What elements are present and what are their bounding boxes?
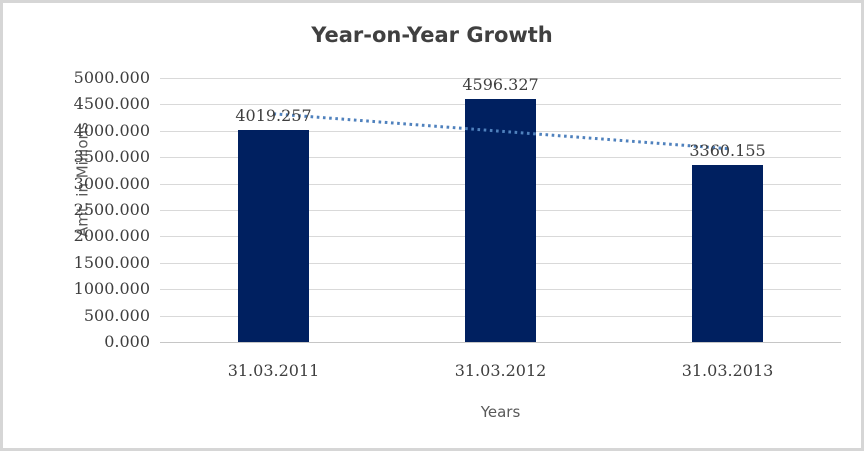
y-tick-label: 1500.000 xyxy=(73,252,150,272)
chart-title: Year-on-Year Growth xyxy=(311,23,553,47)
x-category-label: 31.03.2013 xyxy=(681,361,774,380)
x-axis-title: Years xyxy=(480,403,521,421)
bar-value-label: 3360.155 xyxy=(689,140,766,160)
plot-area: 4019.257 4596.327 3360.155 xyxy=(160,75,841,343)
y-tick-label: 4500.000 xyxy=(73,94,150,114)
bar-31.03.2013 xyxy=(692,164,763,342)
x-axis-category-labels: 31.03.2011 31.03.2012 31.03.2013 xyxy=(160,361,841,383)
bar-value-label: 4019.257 xyxy=(235,105,312,125)
y-tick-label: 0.000 xyxy=(104,332,150,351)
x-category-label: 31.03.2011 xyxy=(227,361,320,380)
bar-value-label: 4596.327 xyxy=(462,75,539,95)
y-tick-label: 4000.000 xyxy=(73,120,150,140)
y-tick-label: 500.000 xyxy=(83,305,150,325)
x-axis-line xyxy=(160,342,841,343)
y-tick-label: 3000.000 xyxy=(73,173,150,193)
y-tick-label: 2500.000 xyxy=(73,200,150,219)
trendline xyxy=(273,112,728,151)
y-tick-label: 2000.000 xyxy=(73,226,150,246)
y-tick-label: 5000.000 xyxy=(73,68,150,87)
y-tick-label: 1000.000 xyxy=(73,279,150,299)
bar-31.03.2011 xyxy=(238,129,309,342)
x-category-label: 31.03.2012 xyxy=(454,361,547,380)
bar-31.03.2012 xyxy=(465,99,536,342)
y-tick-label: 3500.000 xyxy=(73,147,150,167)
y-axis-tick-labels: 0.000 500.000 1000.000 1500.000 2000.000 2500… xyxy=(3,69,150,351)
gridline xyxy=(160,78,841,79)
